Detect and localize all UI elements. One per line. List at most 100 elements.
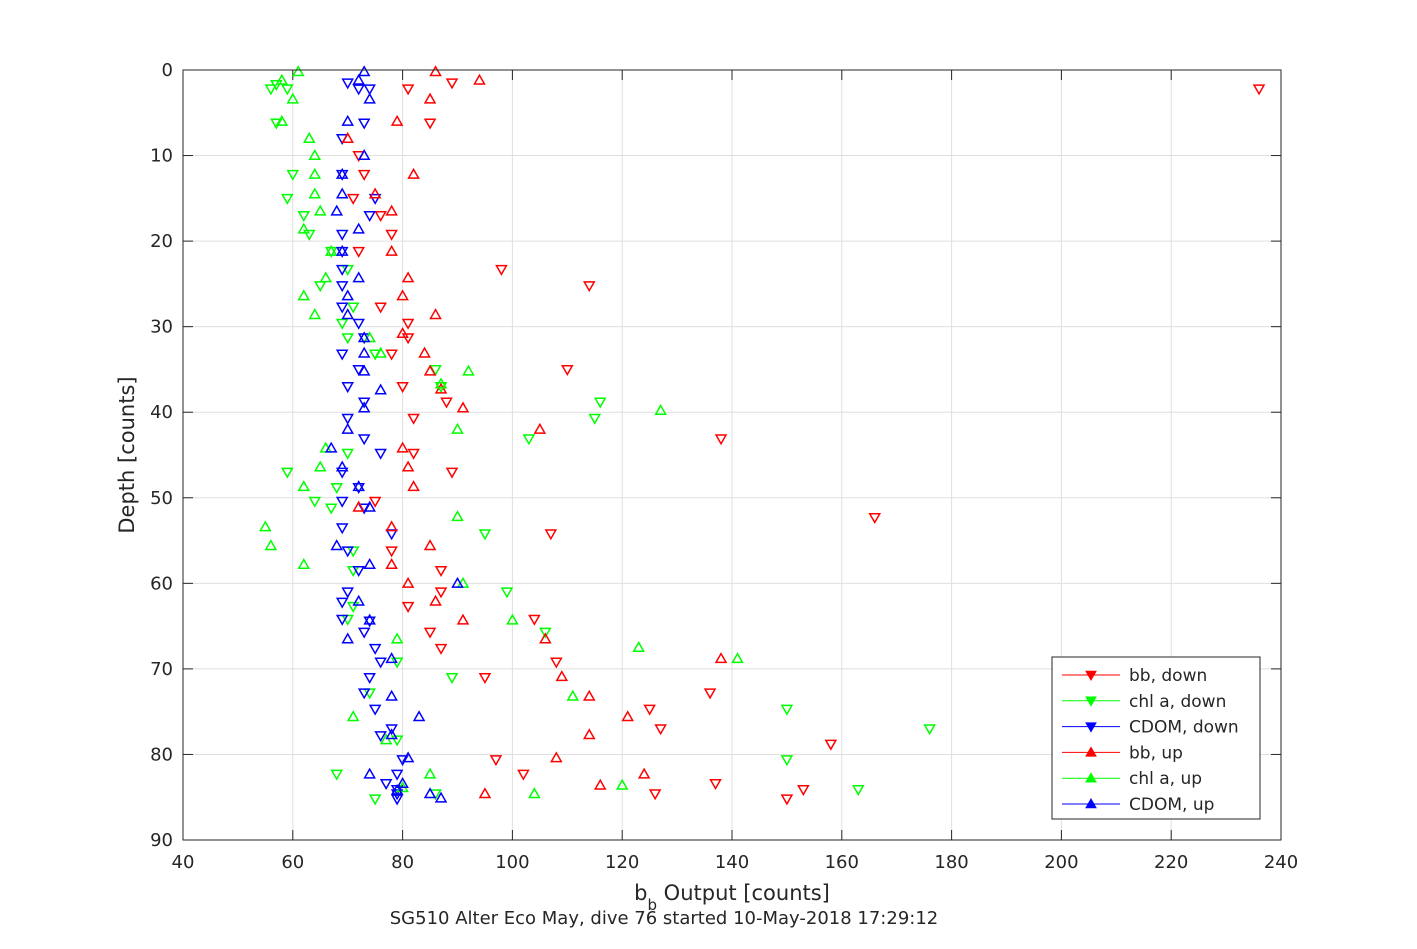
data-point [374, 657, 387, 669]
data-point [297, 557, 311, 570]
data-point [407, 448, 420, 460]
data-point [385, 244, 398, 256]
data-point [473, 73, 486, 85]
y-tick-label: 70 [150, 659, 173, 680]
data-point [324, 441, 338, 453]
data-point [495, 264, 508, 276]
data-point [368, 643, 382, 655]
data-point [335, 496, 349, 508]
data-point [445, 672, 459, 684]
data-point [407, 413, 420, 425]
data-point [357, 346, 371, 358]
data-point [330, 483, 344, 495]
data-point [313, 204, 327, 216]
data-point [780, 755, 794, 767]
data-point [374, 731, 387, 743]
data-point [390, 794, 404, 806]
data-point [385, 652, 398, 664]
data-point [335, 614, 349, 626]
y-axis-label: Depth [counts] [115, 376, 139, 533]
x-axis-label-rest: Output [counts] [657, 881, 830, 905]
data-point [374, 383, 387, 395]
data-point [363, 84, 376, 96]
data-point [390, 114, 404, 126]
data-point [352, 73, 365, 85]
data-point [352, 271, 365, 283]
data-point [286, 169, 300, 181]
data-point [297, 289, 311, 301]
data-point [357, 149, 371, 161]
data-point [582, 689, 596, 701]
data-point [281, 84, 294, 96]
data-point [429, 65, 442, 77]
caption: SG510 Alter Eco May, dive 76 started 10-… [390, 908, 939, 929]
data-point [335, 167, 349, 179]
data-point [385, 724, 398, 736]
data-point [615, 778, 629, 790]
data-point [335, 244, 349, 256]
data-point [500, 587, 514, 599]
data-point [335, 281, 349, 293]
data-point [445, 78, 459, 90]
y-tick-label: 10 [150, 146, 173, 167]
data-point [281, 467, 294, 479]
data-point [330, 769, 344, 781]
data-point [308, 496, 322, 508]
data-point [368, 496, 382, 508]
data-point [341, 333, 354, 345]
data-point [582, 728, 596, 740]
data-point [593, 397, 607, 409]
data-point [407, 480, 420, 492]
data-point [582, 281, 596, 293]
y-axis-ticks: 0 10 20 30 40 50 60 70 80 90 [150, 60, 1281, 851]
data-point [357, 688, 371, 700]
data-point [396, 382, 409, 394]
data-point [275, 73, 289, 85]
data-point [308, 187, 322, 199]
data-point [561, 364, 574, 376]
data-point [456, 613, 470, 625]
data-point [423, 767, 437, 779]
data-point [797, 785, 810, 797]
data-point [385, 689, 398, 701]
data-point [401, 751, 415, 763]
data-point [357, 401, 371, 413]
data-point [434, 382, 448, 394]
data-point [544, 529, 558, 541]
y-tick-label: 30 [150, 317, 173, 338]
data-point [423, 118, 437, 130]
data-point [478, 529, 492, 541]
data-point [868, 512, 882, 524]
data-point [352, 480, 365, 492]
data-point [390, 735, 404, 747]
data-point [643, 704, 656, 716]
data-point [648, 789, 662, 801]
data-point [352, 84, 365, 96]
data-point [385, 204, 398, 216]
data-point [357, 331, 371, 343]
data-point [363, 613, 376, 625]
data-point [270, 118, 283, 130]
data-point [341, 131, 354, 143]
data-point [390, 769, 404, 781]
data-point [703, 688, 717, 700]
data-point [324, 503, 338, 515]
data-point [451, 422, 464, 434]
data-point [390, 632, 404, 644]
series-3 [341, 65, 728, 799]
data-point [780, 794, 794, 806]
data-point [357, 65, 371, 77]
data-point [379, 733, 393, 745]
data-point [341, 114, 354, 126]
data-point [302, 131, 316, 143]
legend-marker [1085, 670, 1097, 682]
data-point [264, 539, 278, 551]
data-point [429, 594, 442, 606]
y-tick-label: 90 [150, 830, 173, 851]
data-point [335, 467, 349, 479]
x-tick-label: 100 [495, 852, 529, 873]
data-point [335, 229, 349, 241]
data-point [368, 794, 382, 806]
data-point [385, 349, 398, 361]
data-point [346, 302, 360, 314]
